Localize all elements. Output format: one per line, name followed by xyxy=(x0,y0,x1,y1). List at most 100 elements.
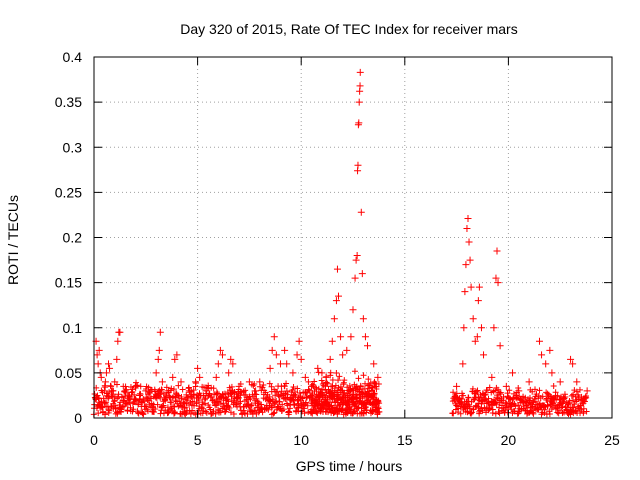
background-point xyxy=(155,393,162,400)
data-point xyxy=(337,333,345,341)
data-point xyxy=(95,346,103,354)
background-point xyxy=(355,375,362,382)
background-point xyxy=(230,411,237,418)
background-point xyxy=(296,389,303,396)
background-point xyxy=(326,406,333,413)
y-tick-label: 0.15 xyxy=(55,275,82,291)
data-point xyxy=(272,351,280,359)
background-point xyxy=(163,384,170,391)
background-point xyxy=(110,398,117,405)
background-point xyxy=(294,385,301,392)
background-point xyxy=(207,406,214,413)
data-point xyxy=(152,369,160,377)
background-point xyxy=(139,410,146,417)
background-point xyxy=(181,404,188,411)
data-point xyxy=(93,351,101,359)
data-point xyxy=(235,382,243,390)
data-point xyxy=(460,324,468,332)
background-point xyxy=(457,410,464,417)
background-point xyxy=(566,397,573,404)
data-point xyxy=(475,283,483,291)
background-point xyxy=(493,401,500,408)
data-point xyxy=(266,364,274,372)
background-point xyxy=(170,403,177,410)
background-point xyxy=(481,392,488,399)
background-point xyxy=(582,394,589,401)
data-point xyxy=(358,270,366,278)
data-point xyxy=(173,351,181,359)
background-point xyxy=(248,402,255,409)
background-point xyxy=(360,372,367,379)
data-point xyxy=(308,382,316,390)
grid-lines xyxy=(94,57,612,418)
data-point xyxy=(252,387,260,395)
data-point xyxy=(293,351,301,359)
background-point xyxy=(369,400,376,407)
data-point xyxy=(334,292,342,300)
background-point xyxy=(506,387,513,394)
background-point xyxy=(258,401,265,408)
data-point xyxy=(573,378,581,386)
background-point xyxy=(214,390,221,397)
background-point xyxy=(536,387,543,394)
data-point xyxy=(355,98,363,106)
background-point xyxy=(453,402,460,409)
data-point xyxy=(212,373,220,381)
data-point xyxy=(216,346,224,354)
background-point xyxy=(129,388,136,395)
background-point xyxy=(335,408,342,415)
background-point xyxy=(357,382,364,389)
background-point xyxy=(135,401,142,408)
data-point xyxy=(374,373,382,381)
data-point xyxy=(214,360,222,368)
background-point xyxy=(342,409,349,416)
background-point xyxy=(375,405,382,412)
data-point xyxy=(227,355,235,363)
background-point xyxy=(497,389,504,396)
background-point xyxy=(559,403,566,410)
background-point xyxy=(369,408,376,415)
background-point xyxy=(556,396,563,403)
background-point xyxy=(274,388,281,395)
background-point xyxy=(202,400,209,407)
data-point xyxy=(370,360,378,368)
data-point xyxy=(477,324,485,332)
background-point xyxy=(486,384,493,391)
x-tick-label: 25 xyxy=(604,432,620,448)
background-point xyxy=(325,401,332,408)
background-point xyxy=(266,393,273,400)
background-point xyxy=(220,400,227,407)
background-point xyxy=(530,410,537,417)
data-point xyxy=(177,378,185,386)
background-point xyxy=(133,379,140,386)
background-point xyxy=(328,383,335,390)
data-point xyxy=(361,333,369,341)
background-point xyxy=(157,390,164,397)
data-point xyxy=(154,355,162,363)
background-point xyxy=(184,397,191,404)
data-point xyxy=(106,364,114,372)
background-point xyxy=(206,390,213,397)
y-axis-label: ROTI / TECUs xyxy=(5,195,21,285)
background-point xyxy=(504,404,511,411)
background-point xyxy=(481,396,488,403)
data-point xyxy=(196,373,204,381)
background-point xyxy=(357,397,364,404)
background-point xyxy=(526,397,533,404)
background-point xyxy=(531,386,538,393)
background-point xyxy=(283,388,290,395)
data-point xyxy=(353,252,361,260)
background-point xyxy=(251,381,258,388)
background-point xyxy=(242,387,249,394)
data-point xyxy=(314,364,322,372)
background-point xyxy=(279,401,286,408)
background-point xyxy=(122,389,129,396)
x-axis-label: GPS time / hours xyxy=(296,458,403,474)
background-point xyxy=(329,393,336,400)
data-point xyxy=(330,315,338,323)
data-point xyxy=(546,346,554,354)
background-point xyxy=(151,408,158,415)
data-point xyxy=(488,373,496,381)
data-point xyxy=(343,346,351,354)
background-point xyxy=(365,376,372,383)
